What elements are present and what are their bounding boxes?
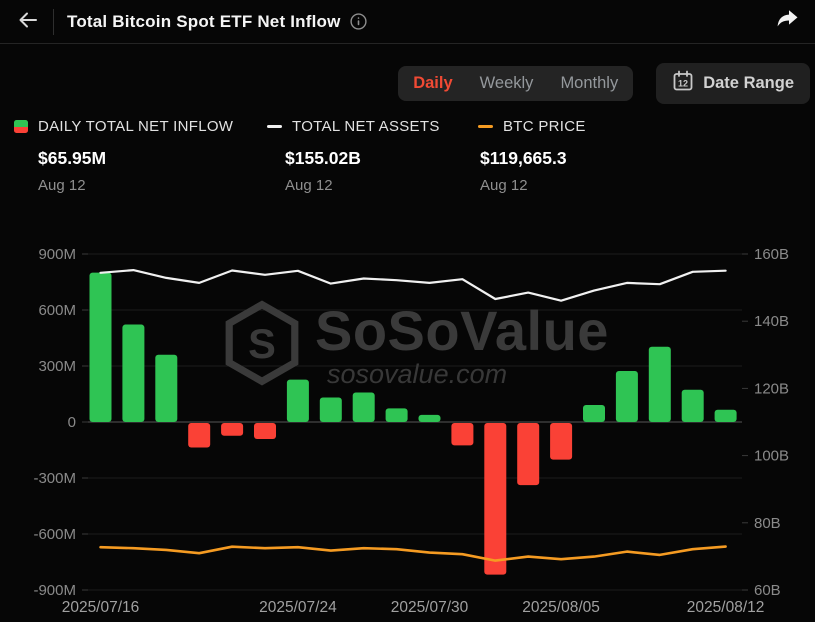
inflow-bar[interactable] bbox=[714, 409, 737, 422]
legend-label: TOTAL NET ASSETS bbox=[292, 118, 440, 135]
x-axis-label: 2025/08/05 bbox=[522, 599, 600, 616]
inflow-bar[interactable] bbox=[385, 408, 408, 422]
right-axis-label: 120B bbox=[754, 380, 789, 397]
legend-date: Aug 12 bbox=[285, 177, 333, 194]
inflow-bar[interactable] bbox=[352, 392, 375, 422]
left-axis-label: 300M bbox=[38, 358, 76, 375]
legend: DAILY TOTAL NET INFLOW $65.95M Aug 12 TO… bbox=[0, 118, 815, 208]
inflow-bar[interactable] bbox=[550, 423, 573, 460]
right-axis-label: 80B bbox=[754, 515, 781, 532]
share-button[interactable] bbox=[773, 7, 801, 36]
inflow-bar[interactable] bbox=[451, 423, 474, 446]
legend-value: $65.95M bbox=[38, 148, 107, 168]
inflow-bar[interactable] bbox=[648, 346, 671, 422]
inflow-bar[interactable] bbox=[517, 423, 540, 486]
assets-marker-icon bbox=[267, 124, 282, 129]
header: Total Bitcoin Spot ETF Net Inflow bbox=[0, 0, 815, 44]
inflow-bar[interactable] bbox=[418, 414, 441, 422]
inflow-bar[interactable] bbox=[221, 423, 244, 436]
inflow-bar[interactable] bbox=[681, 389, 704, 422]
back-arrow-icon bbox=[16, 8, 40, 35]
controls-row: Daily Weekly Monthly 12 Date Range bbox=[0, 63, 810, 104]
info-icon[interactable] bbox=[349, 13, 367, 30]
right-axis-label: 160B bbox=[754, 246, 789, 263]
inflow-bar[interactable] bbox=[89, 272, 112, 422]
date-range-button[interactable]: 12 Date Range bbox=[656, 63, 810, 104]
x-axis-label: 2025/07/24 bbox=[259, 599, 337, 616]
inflow-bar[interactable] bbox=[155, 354, 178, 422]
back-button[interactable] bbox=[14, 6, 42, 37]
share-icon bbox=[775, 9, 799, 34]
inflow-bar[interactable] bbox=[254, 423, 276, 440]
inflow-bar[interactable] bbox=[319, 397, 342, 422]
date-range-label: Date Range bbox=[703, 74, 794, 92]
chart-canvas[interactable] bbox=[0, 242, 815, 622]
inflow-bar[interactable] bbox=[484, 423, 507, 575]
inflow-bar[interactable] bbox=[188, 423, 211, 448]
left-axis-label: 0 bbox=[68, 414, 76, 431]
right-axis-label: 60B bbox=[754, 582, 781, 599]
left-axis-label: -900M bbox=[33, 582, 76, 599]
left-axis-label: 900M bbox=[38, 246, 76, 263]
btc-marker-icon bbox=[478, 124, 493, 129]
inflow-marker-icon bbox=[14, 120, 28, 133]
left-axis-label: 600M bbox=[38, 302, 76, 319]
legend-date: Aug 12 bbox=[38, 177, 86, 194]
inflow-bar[interactable] bbox=[615, 371, 638, 422]
inflow-bar[interactable] bbox=[286, 379, 309, 422]
inflow-bar[interactable] bbox=[583, 405, 605, 422]
total-net-assets-line[interactable] bbox=[99, 269, 727, 302]
tab-weekly[interactable]: Weekly bbox=[479, 74, 534, 92]
left-axis-label: -600M bbox=[33, 526, 76, 543]
legend-label: BTC PRICE bbox=[503, 118, 586, 135]
right-axis-label: 140B bbox=[754, 313, 789, 330]
header-divider bbox=[53, 8, 54, 35]
x-axis-label: 2025/07/30 bbox=[391, 599, 469, 616]
legend-item-net-inflow[interactable]: DAILY TOTAL NET INFLOW $65.95M Aug 12 bbox=[14, 118, 233, 194]
legend-date: Aug 12 bbox=[480, 177, 528, 194]
x-axis-label: 2025/08/12 bbox=[687, 599, 765, 616]
right-axis-label: 100B bbox=[754, 448, 789, 465]
inflow-bar[interactable] bbox=[122, 324, 145, 422]
btc-price-line[interactable] bbox=[99, 545, 727, 562]
left-axis-label: -300M bbox=[33, 470, 76, 487]
legend-value: $155.02B bbox=[285, 148, 361, 168]
calendar-icon: 12 bbox=[672, 70, 694, 97]
legend-item-net-assets[interactable]: TOTAL NET ASSETS $155.02B Aug 12 bbox=[267, 118, 440, 194]
tab-monthly[interactable]: Monthly bbox=[560, 74, 619, 92]
svg-text:12: 12 bbox=[678, 79, 688, 89]
tab-daily[interactable]: Daily bbox=[413, 74, 453, 92]
page-title: Total Bitcoin Spot ETF Net Inflow bbox=[67, 11, 341, 31]
chart-area: 900M 600M 300M 0 -300M -600M -900M 160B 140B 120B… bbox=[0, 242, 815, 622]
legend-item-btc-price[interactable]: BTC PRICE $119,665.3 Aug 12 bbox=[478, 118, 586, 194]
x-axis-label: 2025/07/16 bbox=[62, 599, 140, 616]
period-tabs: Daily Weekly Monthly bbox=[398, 66, 634, 101]
legend-value: $119,665.3 bbox=[480, 148, 567, 168]
legend-label: DAILY TOTAL NET INFLOW bbox=[38, 118, 234, 135]
